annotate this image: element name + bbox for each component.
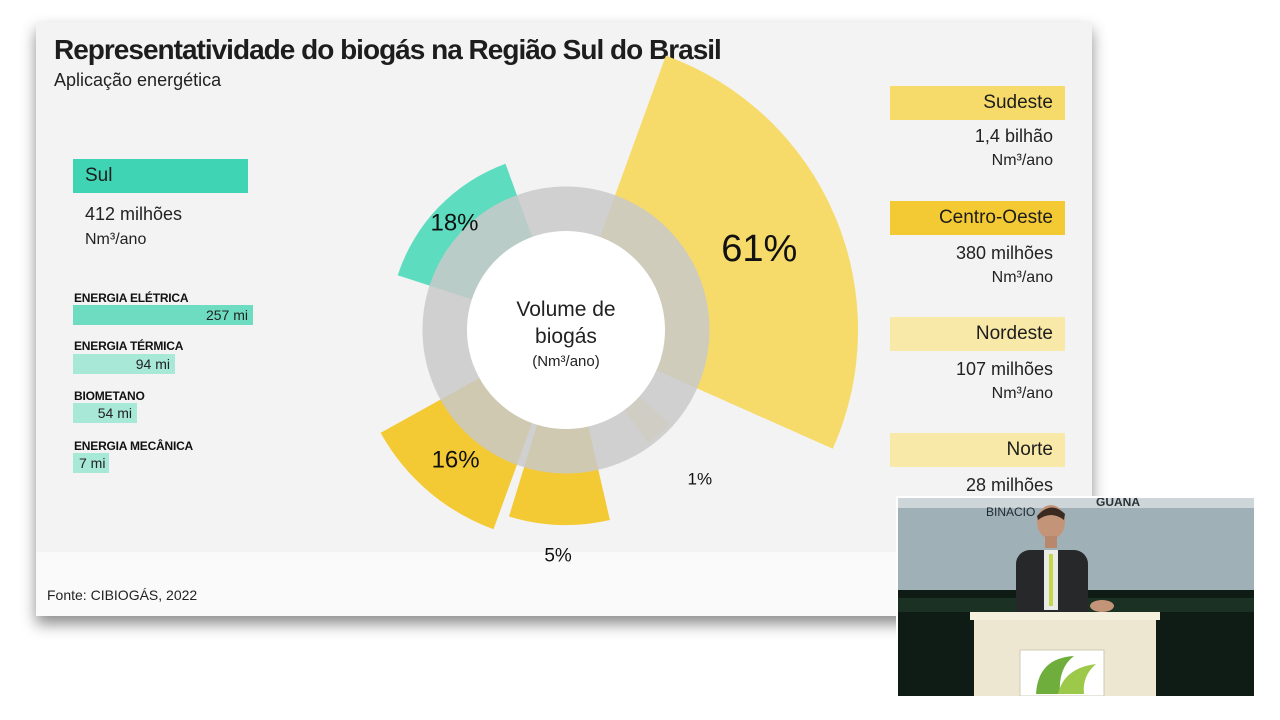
chart-slice-label-4: 18% bbox=[430, 210, 478, 237]
region-value-centro-oeste: 380 milhões bbox=[955, 243, 1053, 263]
polar-area-chart: 61% 1% 5% 16% 18% Volume de biogás (Nm³/ano) bbox=[380, 55, 859, 567]
speaker-video-inset: BINACIO GUANA bbox=[896, 496, 1256, 698]
region-value-norte: 28 milhões bbox=[965, 475, 1053, 495]
region-value-sudeste: 1,4 bilhão bbox=[974, 126, 1053, 146]
region-tag-centro-oeste: Centro-Oeste bbox=[890, 201, 1065, 235]
chart-slice-labels: 61% 1% 5% 16% 18% bbox=[430, 210, 797, 567]
banner-text-guana: GUANA bbox=[1096, 498, 1140, 509]
region-tag-norte: Norte bbox=[890, 433, 1065, 467]
category-bar-biometano: 54 mi bbox=[73, 403, 137, 423]
category-label-biometano: BIOMETANO bbox=[74, 389, 145, 403]
source-note: Fonte: CIBIOGÁS, 2022 bbox=[47, 587, 198, 603]
slide-title: Representatividade do biogás na Região S… bbox=[54, 34, 722, 65]
category-label-mecanica: ENERGIA MECÂNICA bbox=[74, 439, 194, 453]
slide-subtitle: Aplicação energética bbox=[54, 70, 222, 90]
chart-slice-label-0: 61% bbox=[721, 228, 797, 270]
chart-slice-label-1: 1% bbox=[688, 470, 713, 489]
speaker-figure bbox=[1016, 505, 1114, 620]
region-tag-nordeste: Nordeste bbox=[890, 317, 1065, 351]
sul-value: 412 milhões bbox=[85, 204, 183, 224]
chart-slice-label-2: 5% bbox=[544, 546, 572, 567]
sul-unit: Nm³/ano bbox=[85, 231, 147, 248]
region-unit-nordeste: Nm³/ano bbox=[991, 385, 1053, 402]
chart-center-disc bbox=[467, 231, 665, 429]
category-label-termica: ENERGIA TÉRMICA bbox=[74, 339, 184, 353]
region-unit-sudeste: Nm³/ano bbox=[991, 152, 1053, 169]
region-value-nordeste: 107 milhões bbox=[955, 359, 1053, 379]
sul-tag: Sul bbox=[73, 159, 248, 193]
banner-text-binacional: BINACIO bbox=[986, 505, 1035, 519]
podium bbox=[970, 612, 1160, 696]
category-bar-eletrica: 257 mi bbox=[73, 305, 253, 325]
region-tag-sudeste: Sudeste bbox=[890, 86, 1065, 120]
chart-gray-ring bbox=[422, 186, 710, 474]
speaker-scene: BINACIO GUANA bbox=[898, 498, 1254, 696]
category-bar-mecanica: 7 mi bbox=[73, 453, 109, 473]
chart-center-line2: biogás bbox=[535, 325, 597, 348]
chart-center-line1: Volume de bbox=[516, 298, 615, 321]
category-bar-termica: 94 mi bbox=[73, 354, 175, 374]
category-label-eletrica: ENERGIA ELÉTRICA bbox=[74, 291, 189, 305]
region-unit-centro-oeste: Nm³/ano bbox=[991, 269, 1053, 286]
chart-slice-label-3: 16% bbox=[432, 447, 480, 474]
chart-center-unit: (Nm³/ano) bbox=[532, 353, 600, 370]
